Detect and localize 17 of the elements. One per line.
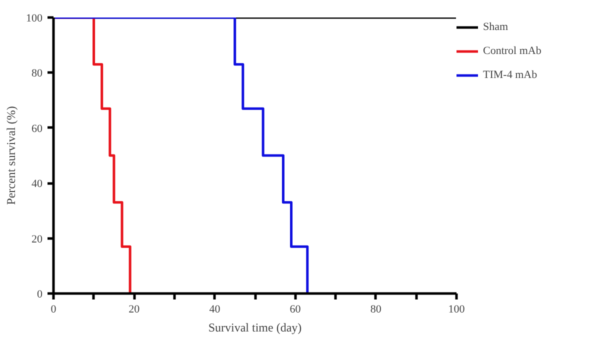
x-tick-label: 60 bbox=[290, 304, 302, 316]
y-tick-label: 100 bbox=[26, 12, 43, 24]
y-tick-label: 0 bbox=[37, 288, 43, 300]
legend-label: Sham bbox=[483, 21, 508, 33]
y-tick-label: 20 bbox=[32, 233, 43, 246]
x-tick-label: 0 bbox=[50, 304, 57, 316]
y-tick-label: 80 bbox=[32, 68, 43, 80]
y-axis-title: Percent survival (%) bbox=[4, 106, 18, 205]
legend-label: TIM-4 mAb bbox=[483, 69, 538, 81]
x-tick-label: 80 bbox=[370, 304, 382, 316]
x-tick-label: 100 bbox=[448, 304, 466, 316]
y-tick-label: 40 bbox=[32, 178, 43, 190]
y-tick-label: 60 bbox=[32, 122, 43, 135]
x-tick-label: 20 bbox=[128, 304, 140, 316]
legend-label: Control mAb bbox=[483, 45, 542, 57]
x-axis-title: Survival time (day) bbox=[208, 320, 302, 334]
x-tick-label: 40 bbox=[209, 304, 221, 316]
